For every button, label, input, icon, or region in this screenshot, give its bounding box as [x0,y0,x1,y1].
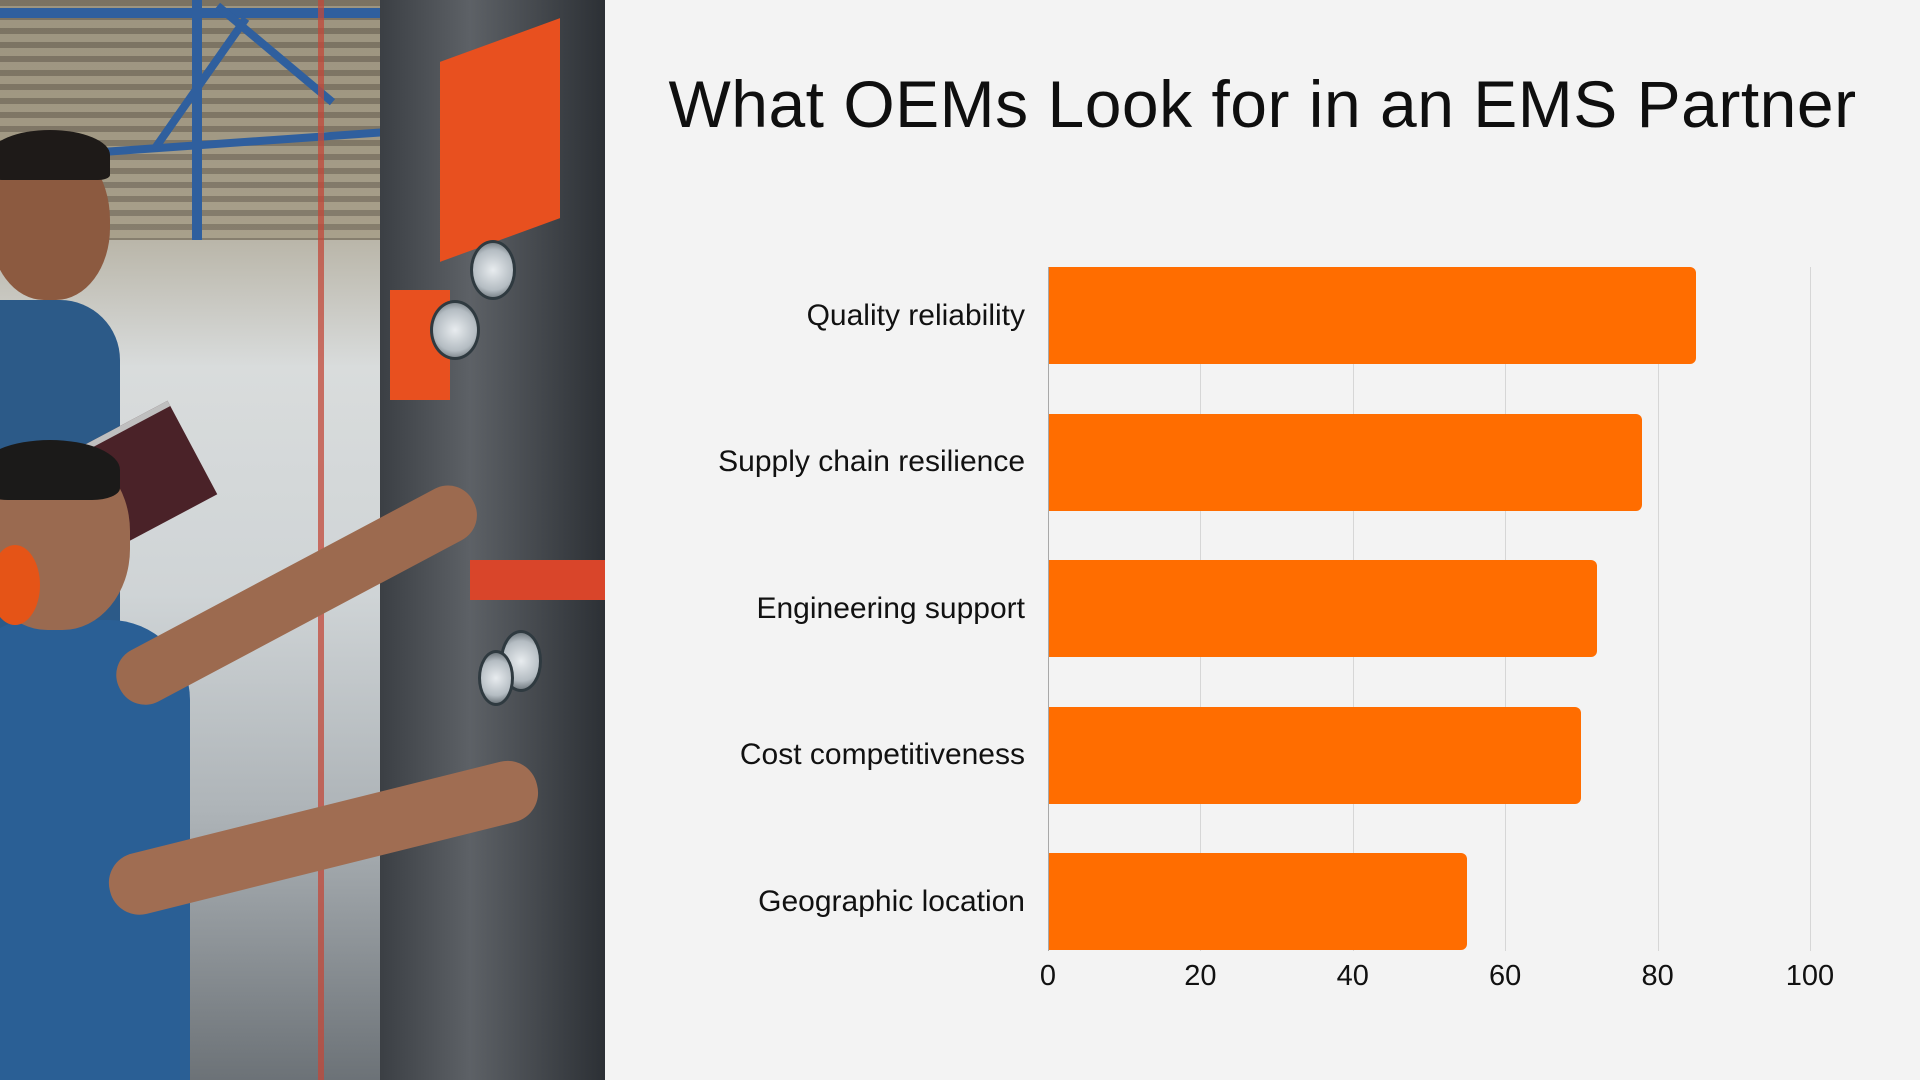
worker-1-hair [0,130,110,180]
bar [1048,706,1582,804]
y-axis-line [1048,267,1049,951]
steel-beam [192,0,202,240]
steel-beam [0,8,420,18]
category-label: Geographic location [758,884,1025,918]
pressure-gauge [470,240,516,300]
x-tick-label: 0 [1039,960,1057,992]
worker-2-hair [0,440,120,500]
slide-title: What OEMs Look for in an EMS Partner [668,67,1857,141]
bar [1048,267,1696,364]
category-label: Supply chain resilience [718,445,1025,478]
gridline [1657,267,1659,951]
x-tick-label: 60 [1489,960,1522,992]
gridline [1810,267,1811,951]
pressure-gauge [430,300,480,360]
factory-photo [0,0,605,1080]
x-tick-label: 80 [1641,960,1674,992]
x-tick-label: 100 [1785,960,1835,992]
red-pipe [318,0,324,1080]
pressure-gauge [478,650,514,706]
bar [1048,413,1643,511]
machine-orange-panel [470,560,605,600]
bar [1048,560,1597,657]
x-tick-label: 40 [1336,960,1369,992]
category-label: Engineering support [756,591,1025,625]
category-label: Cost competitiveness [739,738,1025,771]
ear-protection [0,545,40,625]
category-label: Quality reliability [806,298,1025,332]
x-tick-label: 20 [1184,960,1217,992]
bar [1048,853,1468,950]
